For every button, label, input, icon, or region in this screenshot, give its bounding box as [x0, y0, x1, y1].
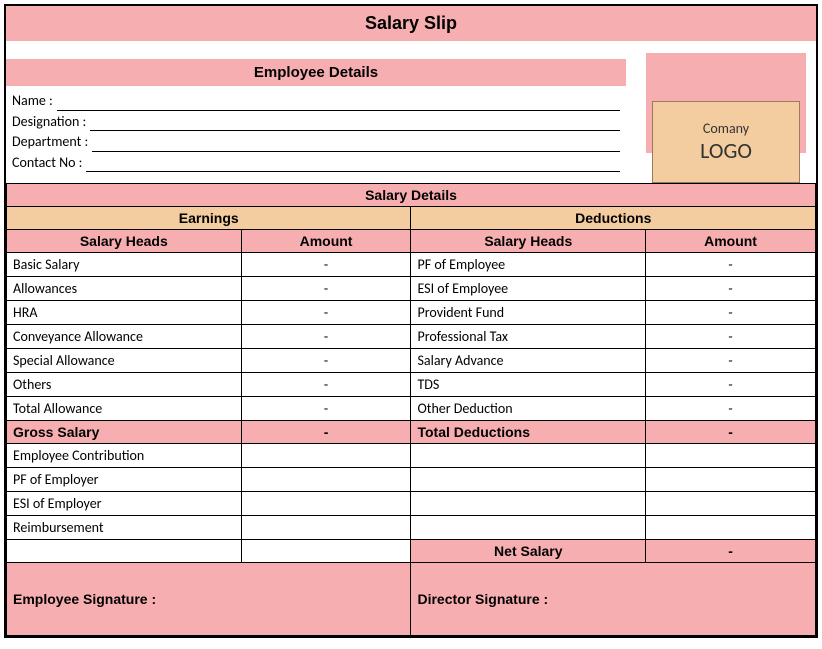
col-salary-heads-e: Salary Heads: [7, 230, 242, 253]
table-row: Reimbursement: [7, 516, 816, 540]
earning-head: Allowances: [7, 277, 242, 301]
designation-input-line[interactable]: [90, 116, 620, 131]
earning-amount: -: [241, 325, 411, 349]
earning-head: Conveyance Allowance: [7, 325, 242, 349]
field-department: Department :: [12, 132, 620, 152]
signature-row: Employee Signature : Director Signature …: [7, 563, 816, 636]
employee-section: Employee Details Name : Designation : De…: [6, 59, 816, 183]
total-deductions-amount: -: [646, 421, 816, 444]
cell: [646, 444, 816, 468]
deduction-amount: -: [646, 349, 816, 373]
cell: [241, 492, 411, 516]
employer-head: Reimbursement: [7, 516, 242, 540]
cell: [646, 492, 816, 516]
deduction-amount: -: [646, 397, 816, 421]
table-row: Others - TDS -: [7, 373, 816, 397]
salary-table: Salary Details Earnings Deductions Salar…: [6, 183, 816, 636]
deduction-amount: -: [646, 373, 816, 397]
earning-head: Total Allowance: [7, 397, 242, 421]
earning-amount: -: [241, 397, 411, 421]
employer-head: Employee Contribution: [7, 444, 242, 468]
deduction-head: TDS: [411, 373, 646, 397]
totals-row: Gross Salary - Total Deductions -: [7, 421, 816, 444]
contact-input-line[interactable]: [86, 157, 620, 172]
table-row: HRA - Provident Fund -: [7, 301, 816, 325]
deduction-head: Salary Advance: [411, 349, 646, 373]
cell: [646, 516, 816, 540]
field-contact: Contact No :: [12, 153, 620, 173]
earning-head: HRA: [7, 301, 242, 325]
field-label: Name :: [12, 91, 53, 111]
field-label: Department :: [12, 132, 88, 152]
cell: [241, 444, 411, 468]
cell: [411, 492, 646, 516]
earnings-header: Earnings: [7, 207, 411, 230]
company-logo: Comany LOGO: [652, 101, 800, 183]
field-label: Contact No :: [12, 153, 82, 173]
department-input-line[interactable]: [92, 137, 620, 152]
deduction-amount: -: [646, 325, 816, 349]
deduction-head: Provident Fund: [411, 301, 646, 325]
table-row: Basic Salary - PF of Employee -: [7, 253, 816, 277]
col-amount-d: Amount: [646, 230, 816, 253]
net-salary-amount: -: [646, 540, 816, 563]
table-row: Special Allowance - Salary Advance -: [7, 349, 816, 373]
employer-head: PF of Employer: [7, 468, 242, 492]
cell: [241, 468, 411, 492]
table-row: PF of Employer: [7, 468, 816, 492]
field-name: Name :: [12, 91, 620, 111]
field-designation: Designation :: [12, 112, 620, 132]
table-row: ESI of Employer: [7, 492, 816, 516]
employee-details-header: Employee Details: [6, 59, 626, 86]
deduction-amount: -: [646, 301, 816, 325]
table-row: Employee Contribution: [7, 444, 816, 468]
director-signature[interactable]: Director Signature :: [411, 563, 816, 636]
employer-head: ESI of Employer: [7, 492, 242, 516]
earning-amount: -: [241, 373, 411, 397]
col-amount-e: Amount: [241, 230, 411, 253]
logo-line2: LOGO: [700, 137, 752, 164]
deduction-head: ESI of Employee: [411, 277, 646, 301]
cell: [646, 468, 816, 492]
gross-salary-amount: -: [241, 421, 411, 444]
table-row: Allowances - ESI of Employee -: [7, 277, 816, 301]
earning-amount: -: [241, 277, 411, 301]
col-salary-heads-d: Salary Heads: [411, 230, 646, 253]
cell: [411, 516, 646, 540]
net-row: Net Salary -: [7, 540, 816, 563]
deduction-head: Other Deduction: [411, 397, 646, 421]
earning-head: Basic Salary: [7, 253, 242, 277]
logo-line1: Comany: [703, 120, 749, 137]
deductions-header: Deductions: [411, 207, 816, 230]
earning-head: Special Allowance: [7, 349, 242, 373]
earning-amount: -: [241, 253, 411, 277]
gross-salary-label: Gross Salary: [7, 421, 242, 444]
earning-amount: -: [241, 301, 411, 325]
cell: [411, 444, 646, 468]
employee-signature[interactable]: Employee Signature :: [7, 563, 411, 636]
salary-slip: Salary Slip Employee Details Name : Desi…: [4, 4, 818, 638]
table-row: Conveyance Allowance - Professional Tax …: [7, 325, 816, 349]
cell: [241, 516, 411, 540]
salary-details-header: Salary Details: [7, 184, 816, 207]
deduction-amount: -: [646, 253, 816, 277]
net-salary-label: Net Salary: [411, 540, 646, 563]
cell: [7, 540, 242, 563]
earning-amount: -: [241, 349, 411, 373]
cell: [411, 468, 646, 492]
deduction-amount: -: [646, 277, 816, 301]
cell: [241, 540, 411, 563]
field-label: Designation :: [12, 112, 86, 132]
table-row: Total Allowance - Other Deduction -: [7, 397, 816, 421]
page-title: Salary Slip: [6, 6, 816, 41]
logo-block: Comany LOGO: [626, 53, 816, 183]
name-input-line[interactable]: [57, 96, 620, 111]
earning-head: Others: [7, 373, 242, 397]
total-deductions-label: Total Deductions: [411, 421, 646, 444]
deduction-head: Professional Tax: [411, 325, 646, 349]
employee-fields: Name : Designation : Department : Contac…: [6, 86, 626, 183]
deduction-head: PF of Employee: [411, 253, 646, 277]
